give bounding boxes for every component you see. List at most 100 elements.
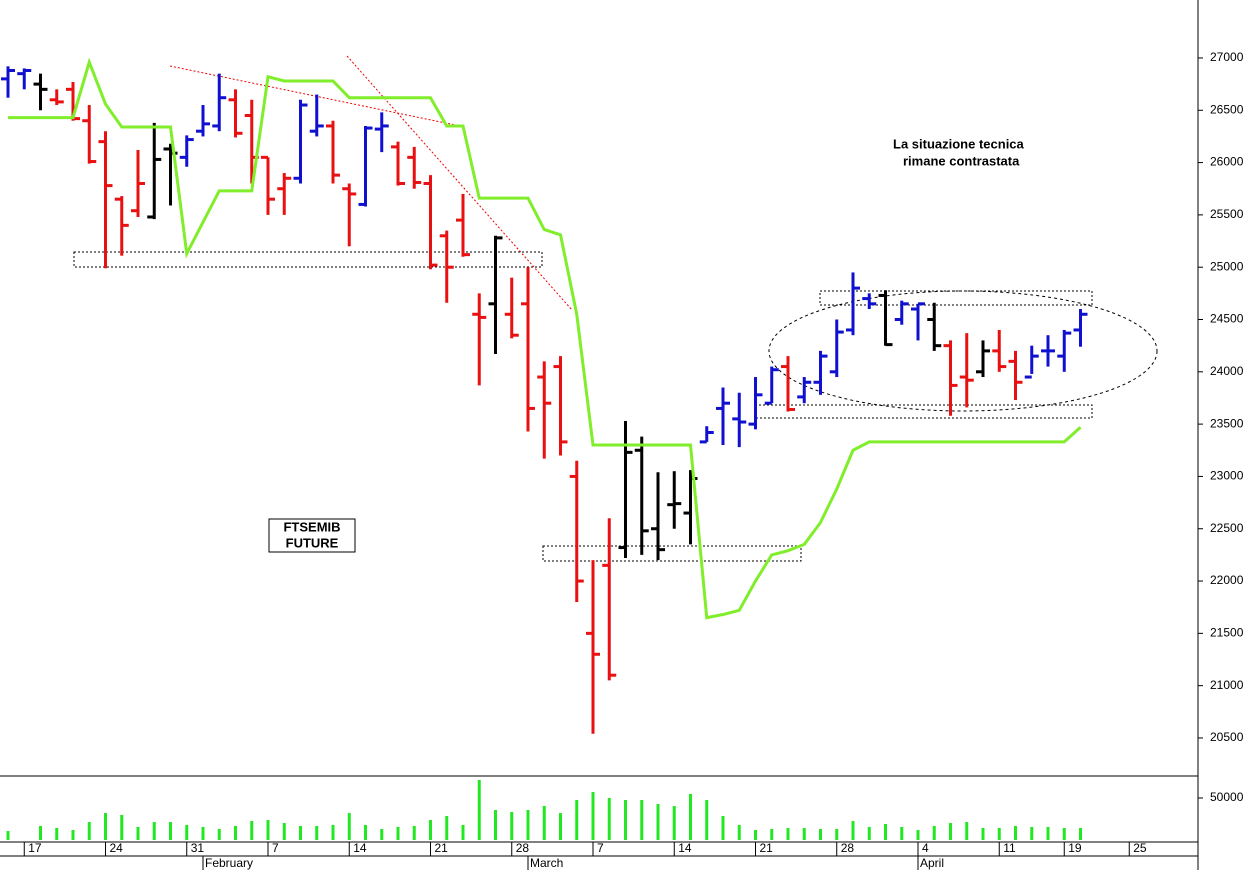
volume-bar — [380, 828, 384, 840]
month-label: March — [530, 856, 563, 870]
x-tick-label: 11 — [1003, 841, 1016, 855]
annotation: rimane contrastata — [903, 153, 1020, 168]
x-tick-label: 28 — [841, 841, 855, 855]
volume-bar — [39, 825, 42, 840]
y-tick-label: 23500 — [1210, 416, 1244, 430]
volume-bar — [299, 825, 302, 840]
support-zone — [754, 404, 1093, 419]
y-tick-label: 25000 — [1210, 259, 1244, 273]
volume-bar — [429, 820, 432, 840]
annotation: La situazione tecnica — [893, 136, 1025, 151]
x-tick-label: 24 — [110, 841, 124, 855]
y-tick-label: 22000 — [1210, 573, 1244, 587]
volume-bar — [867, 826, 871, 840]
y-tick-label: 24000 — [1210, 364, 1244, 378]
resistance-zone — [819, 290, 1093, 306]
month-label: April — [920, 856, 944, 870]
volume-bar — [510, 812, 514, 840]
volume-bar — [884, 824, 887, 840]
volume-bar — [185, 824, 189, 840]
volume-bar — [900, 826, 904, 840]
volume-bar — [997, 827, 1001, 840]
volume-bar — [607, 798, 611, 840]
volume-bar — [916, 830, 920, 840]
y-tick-label: 26000 — [1210, 155, 1244, 169]
volume-bar — [494, 810, 497, 840]
x-tick-label: 31 — [191, 841, 205, 855]
volume-bar — [802, 827, 806, 840]
support-zone — [542, 545, 802, 562]
volume-bar — [689, 793, 692, 840]
y-tick-label: 23000 — [1210, 469, 1244, 483]
volume-bar — [981, 827, 985, 840]
volume-bar — [786, 827, 790, 840]
volume-bar — [624, 800, 627, 840]
volume-bar — [120, 814, 124, 840]
volume-bar — [234, 825, 237, 840]
label-box-text: FUTURE — [286, 535, 339, 550]
volume-bar — [1014, 825, 1017, 840]
volume-bar — [851, 821, 855, 840]
x-tick-label: 21 — [760, 841, 774, 855]
volume-bar — [835, 828, 839, 840]
volume-bar — [721, 815, 725, 840]
volume-bar — [347, 813, 351, 840]
volume-bar — [250, 821, 254, 840]
volume-bar — [754, 830, 757, 840]
volume-bar — [104, 813, 107, 840]
volume-bar — [461, 824, 465, 840]
y-tick-label: 20500 — [1210, 730, 1244, 744]
volume-bar — [87, 822, 91, 840]
x-tick-label: 21 — [435, 841, 449, 855]
y-tick-label: 22500 — [1210, 521, 1244, 535]
volume-bar — [526, 810, 530, 840]
support-zone — [73, 251, 543, 268]
y-tick-label: 21000 — [1210, 678, 1244, 692]
volume-bar — [575, 800, 579, 840]
volume-bar — [282, 823, 286, 840]
y-tick-label: 25500 — [1210, 207, 1244, 221]
volume-bar — [819, 828, 822, 840]
volume-bar — [169, 822, 172, 840]
volume-bar — [55, 827, 59, 840]
x-tick-label: 19 — [1068, 841, 1082, 855]
volume-bar — [71, 830, 75, 840]
x-tick-label: 4 — [922, 841, 929, 855]
volume-bar — [217, 828, 221, 840]
volume-bar — [640, 800, 644, 840]
label-box — [268, 518, 356, 553]
x-tick-label: 25 — [1133, 841, 1147, 855]
x-tick-label: 28 — [516, 841, 530, 855]
x-tick-label: 7 — [597, 841, 604, 855]
y-tick-label: 26500 — [1210, 102, 1244, 116]
volume-bar — [705, 800, 709, 840]
y-tick-label: 27000 — [1210, 50, 1244, 64]
x-tick-label: 7 — [272, 841, 279, 855]
overlay-line — [8, 57, 1082, 620]
volume-bar — [542, 805, 546, 840]
volume-bar — [932, 825, 936, 840]
volume-bar — [6, 831, 10, 840]
range-ellipse — [768, 290, 1158, 412]
volume-bar — [770, 828, 774, 840]
volume-bar — [477, 780, 481, 840]
volume-bar — [1062, 827, 1066, 840]
label-box-text: FTSEMIB — [283, 519, 340, 534]
volume-bar — [136, 826, 140, 840]
x-tick-label: 17 — [28, 841, 42, 855]
volume-bar — [266, 820, 270, 840]
volume-bar — [965, 822, 969, 840]
volume-bar — [656, 803, 660, 840]
volume-bar — [445, 815, 449, 840]
trend-line — [346, 55, 573, 311]
volume-bar — [591, 792, 595, 840]
trend-line — [169, 65, 461, 127]
volume-bar — [201, 826, 205, 840]
volume-bar — [1046, 826, 1050, 840]
volume-bar — [672, 805, 676, 840]
month-label: February — [205, 856, 253, 870]
x-tick-label: 14 — [678, 841, 692, 855]
volume-bar — [1079, 827, 1082, 840]
